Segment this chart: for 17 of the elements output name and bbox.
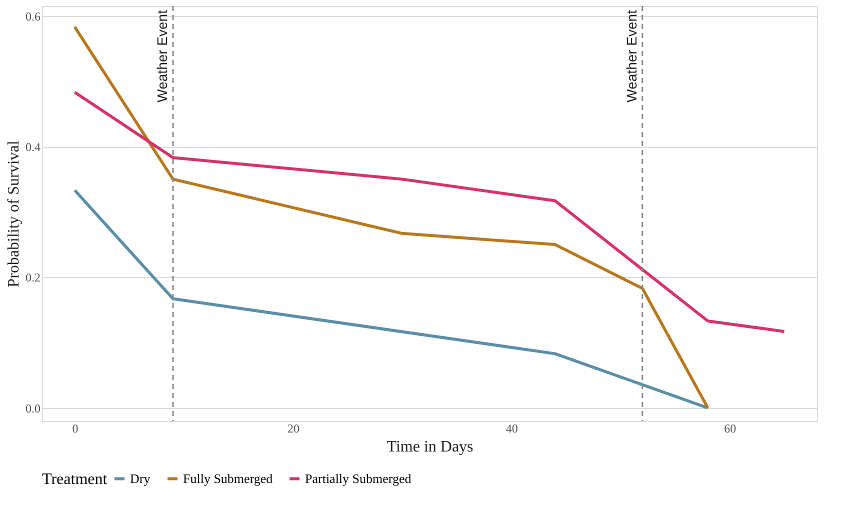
legend-title: Treatment bbox=[42, 471, 108, 488]
y-tick-label: 0.6 bbox=[26, 9, 40, 24]
x-axis-title: Time in Days bbox=[386, 438, 474, 456]
y-tick-label: 0.0 bbox=[26, 401, 40, 416]
y-tick-label: 0.4 bbox=[26, 140, 40, 154]
legend-label: Fully Submerged bbox=[183, 470, 274, 486]
x-tick-label: 20 bbox=[288, 422, 300, 436]
y-axis-title: Probability of Survival bbox=[6, 140, 22, 288]
x-tick-label: 40 bbox=[506, 422, 518, 436]
y-tick-label: 0.2 bbox=[26, 270, 40, 285]
legend-label: Dry bbox=[130, 470, 151, 486]
legend-label: Partially Submerged bbox=[305, 470, 412, 486]
x-tick-label: 0 bbox=[72, 422, 78, 436]
ref-line-label: Weather Event bbox=[154, 10, 170, 102]
line-series bbox=[73, 188, 710, 410]
ref-line-label: Weather Event bbox=[623, 10, 640, 102]
x-tick-label: 60 bbox=[724, 422, 736, 436]
